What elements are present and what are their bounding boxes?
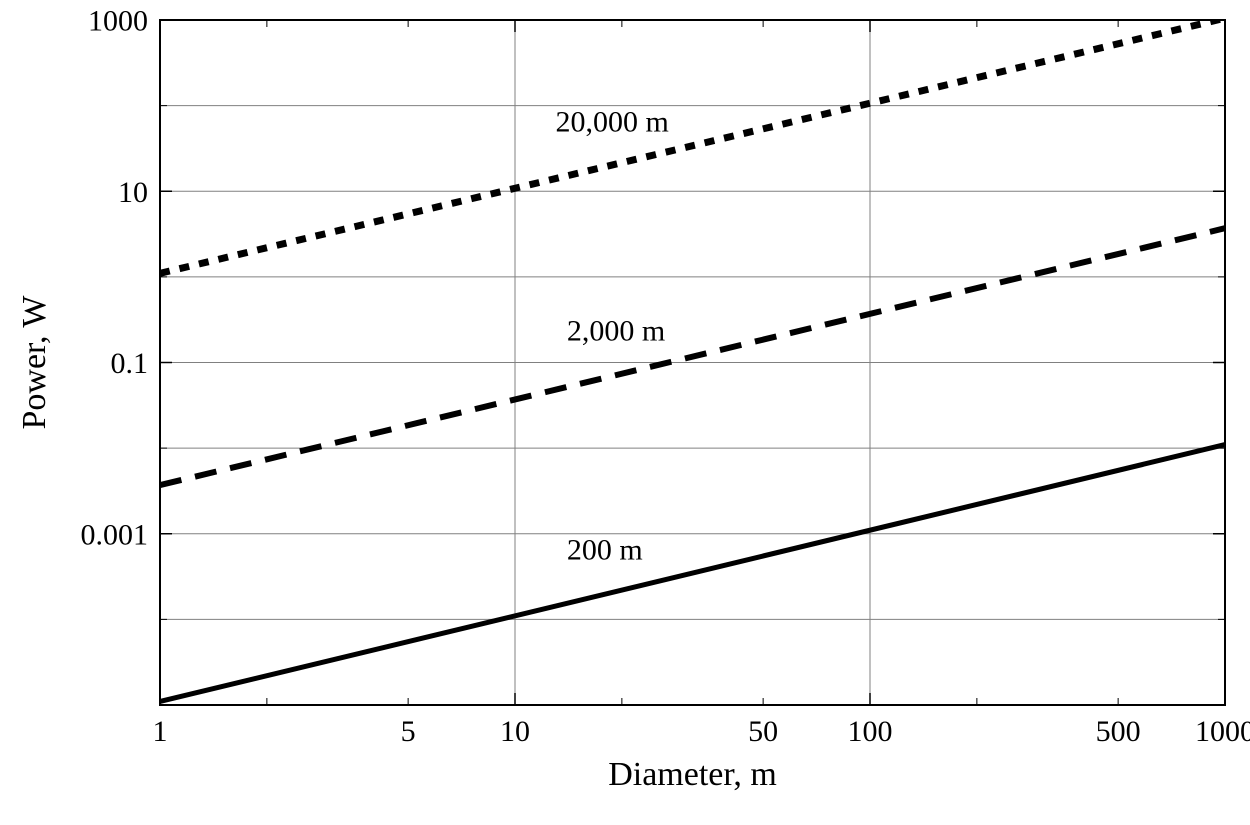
x-axis-label: Diameter, m	[608, 756, 777, 793]
x-tick-label: 1000	[1195, 715, 1250, 748]
x-tick-label: 100	[848, 715, 893, 748]
x-tick-label: 50	[748, 715, 778, 748]
chart-container: 1 5 10 50 100 500 1000 0.001 0.1 10 1000 Diameter, …	[0, 0, 1250, 825]
y-tick-label: 0.001	[81, 518, 149, 551]
x-tick-label: 500	[1096, 715, 1141, 748]
series-label-200-m: 200 m	[567, 534, 643, 567]
y-tick-label: 0.1	[111, 347, 149, 380]
series-label-2-000-m: 2,000 m	[567, 315, 665, 348]
series-label-20-000-m: 20,000 m	[555, 105, 668, 138]
x-tick-label: 5	[401, 715, 416, 748]
power-vs-diameter-chart: 1 5 10 50 100 500 1000 0.001 0.1 10 1000 Diameter, …	[0, 0, 1250, 825]
x-tick-label: 1	[153, 715, 168, 748]
y-tick-label: 1000	[88, 5, 148, 38]
x-tick-label: 10	[500, 715, 530, 748]
y-axis-label: Power, W	[16, 295, 53, 430]
y-tick-label: 10	[118, 176, 148, 209]
